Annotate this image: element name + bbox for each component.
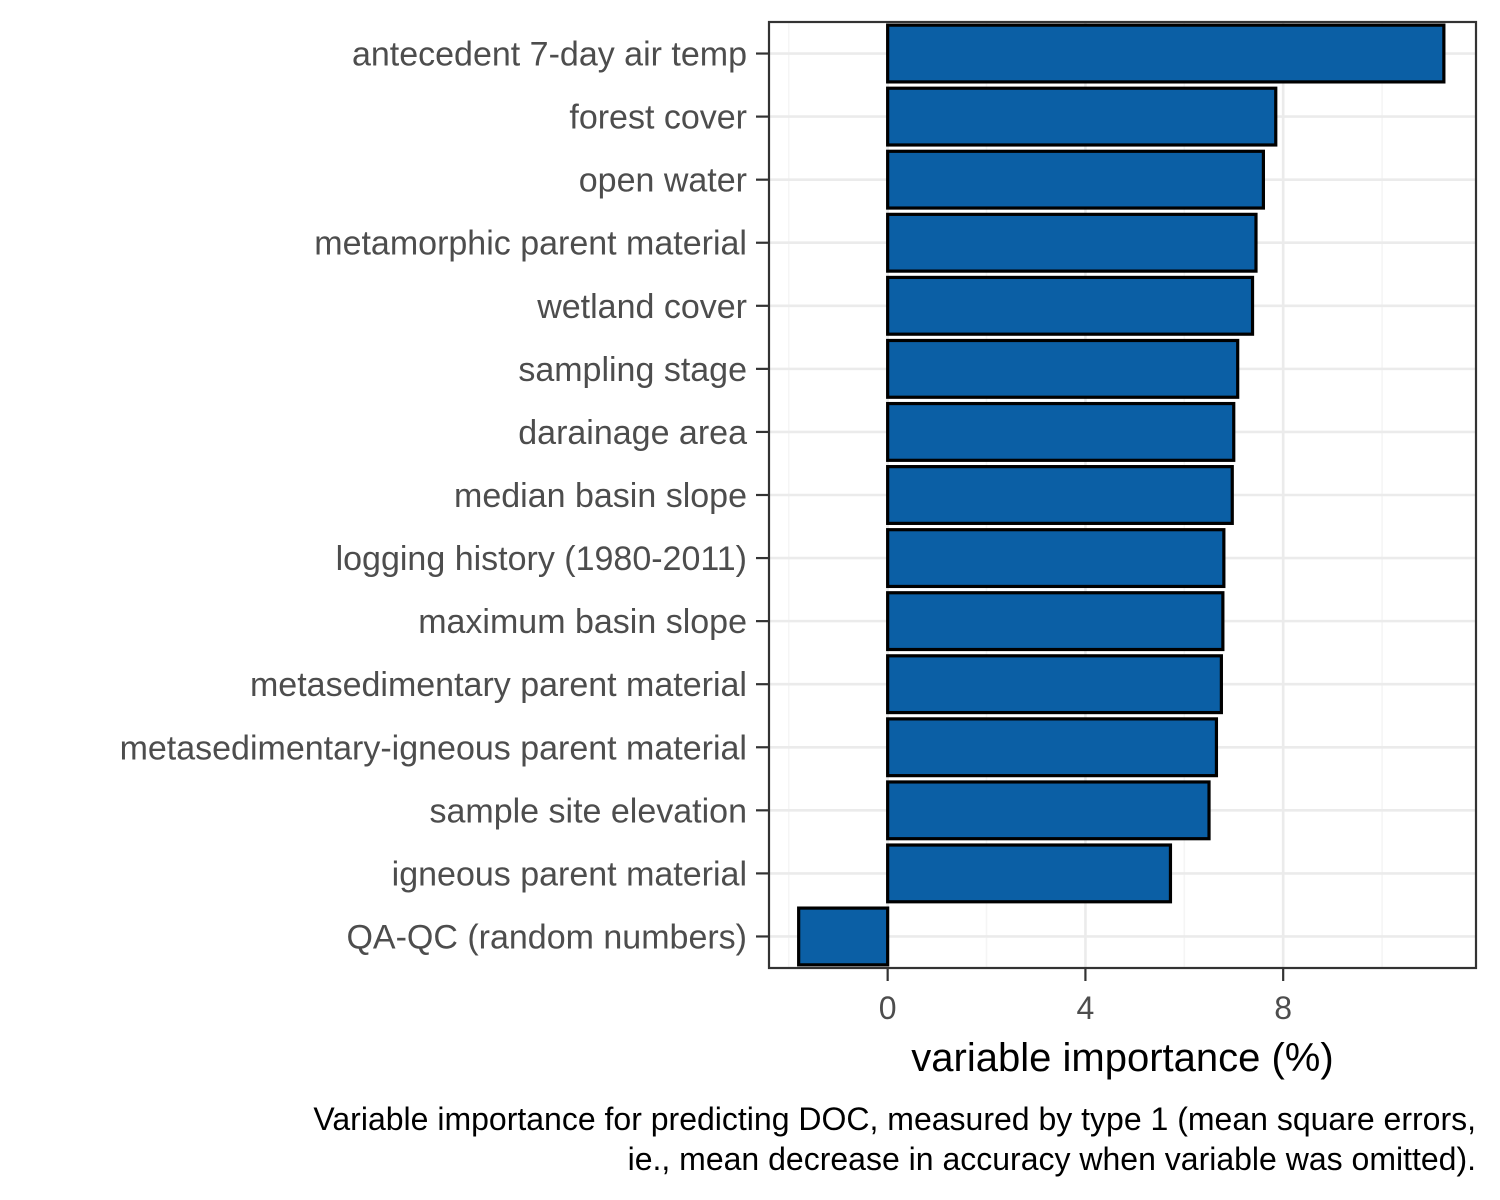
bar [886, 654, 1223, 715]
x-axis: 0 4 8 [879, 968, 1292, 1026]
y-tick-label: open water [579, 162, 747, 200]
bar [886, 338, 1240, 399]
bar [886, 465, 1234, 525]
bar [886, 275, 1255, 336]
bar [886, 717, 1219, 778]
bar [886, 23, 1446, 84]
y-tick-label: forest cover [569, 99, 747, 137]
bar [886, 843, 1173, 904]
x-axis-title: variable importance (%) [911, 1036, 1333, 1080]
y-tick-label: median basin slope [454, 477, 747, 515]
y-axis: antecedent 7-day air temp forest cover ope… [120, 36, 769, 956]
y-tick-label: logging history (1980-2011) [336, 540, 747, 578]
x-tick-label: 4 [1077, 990, 1095, 1026]
y-tick-label: sampling stage [518, 351, 747, 389]
bar [886, 149, 1266, 210]
chart-caption: Variable importance for predicting DOC, … [313, 1101, 1476, 1177]
bar [886, 212, 1258, 273]
bar [886, 591, 1225, 652]
caption-line: ie., mean decrease in accuracy when vari… [628, 1141, 1476, 1177]
y-tick-label: wetland cover [536, 288, 747, 326]
bar [886, 528, 1226, 589]
caption-line: Variable importance for predicting DOC, … [313, 1101, 1476, 1137]
y-tick-label: metasedimentary parent material [250, 666, 747, 704]
y-tick-label: darainage area [518, 414, 747, 452]
y-tick-label: antecedent 7-day air temp [352, 36, 747, 74]
y-tick-label: maximum basin slope [418, 603, 747, 641]
bar [886, 780, 1211, 841]
y-tick-label: metasedimentary-igneous parent material [120, 729, 747, 767]
bar [886, 86, 1278, 147]
y-tick-label: igneous parent material [392, 855, 747, 893]
bar [886, 401, 1236, 462]
y-tick-label: metamorphic parent material [314, 225, 747, 263]
y-tick-label: QA-QC (random numbers) [346, 918, 747, 956]
y-tick-label: sample site elevation [429, 792, 747, 830]
x-tick-label: 0 [879, 990, 897, 1026]
bar-layer [797, 23, 1446, 967]
bar [797, 906, 890, 967]
x-tick-label: 8 [1274, 990, 1292, 1026]
